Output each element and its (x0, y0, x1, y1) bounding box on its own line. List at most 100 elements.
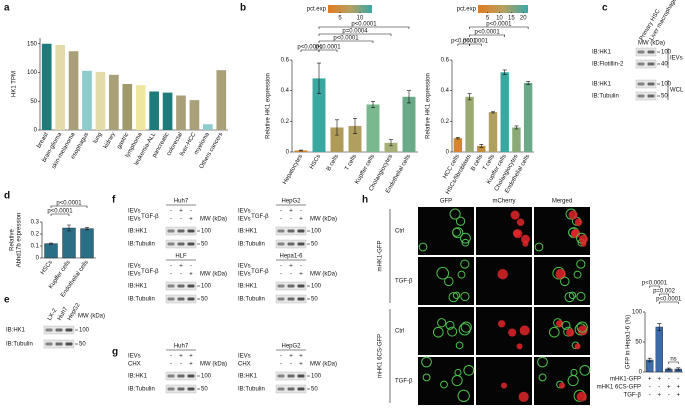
mw-label: 50 (201, 297, 208, 303)
y-axis-label: GFP in Hepa1-6 (%) (626, 315, 632, 369)
gfp-cell (537, 356, 548, 368)
blot-band (167, 284, 175, 288)
y-tick-label: 100 (27, 70, 38, 76)
y-axis-label: Relative HK1 expression (426, 73, 432, 139)
blot-band (277, 242, 285, 246)
condition-sign: - (170, 217, 172, 223)
condition-sign: - (290, 272, 292, 278)
blot-title: HepG2 (281, 344, 301, 350)
gfp-cell (444, 276, 454, 287)
row-label: IB:Tubulin (238, 387, 265, 393)
gfp-cell (437, 318, 447, 328)
blot-band (277, 387, 285, 391)
mcherry-cell (519, 325, 530, 336)
condition-sign: + (179, 209, 183, 215)
bar (68, 51, 79, 130)
mw-label: 100 (201, 229, 212, 235)
mw-label: 50 (311, 242, 318, 248)
mcherry-cell (508, 328, 517, 337)
blot-band (287, 374, 295, 378)
row-label: IB:HK1 (592, 82, 612, 88)
condition-sign: + (648, 377, 652, 383)
condition-label: IEVs (238, 272, 251, 278)
condition-label: TGF-β (624, 393, 642, 399)
bar (655, 326, 663, 373)
blot-band (637, 94, 645, 98)
condition-sign: + (179, 264, 183, 270)
bar (55, 44, 65, 130)
condition-label: IEVs (238, 354, 251, 360)
condition-label: CHX (238, 362, 251, 368)
legend-gradient (328, 5, 372, 13)
blot-title: Huh7 (174, 344, 189, 350)
mw-header: MW (kDa) (78, 314, 105, 320)
gfp-cell (451, 375, 463, 387)
panel-label: e (4, 295, 10, 306)
mcherry-cell (513, 229, 523, 239)
group-label: mHK1-GFP (378, 240, 384, 271)
blot-band (65, 342, 73, 346)
y-tick-label: 0 (286, 150, 290, 156)
error-bar (353, 117, 357, 134)
gfp-cell (452, 291, 461, 300)
blot-band (297, 297, 305, 301)
bar (453, 138, 463, 152)
mw-label: 50 (311, 387, 318, 393)
blot-band (167, 229, 175, 233)
mcherry-cell (566, 328, 575, 337)
x-tick-label: Hepatocytes (282, 154, 304, 186)
significance-bracket (469, 26, 529, 29)
error-bar (479, 144, 484, 148)
blot-band (167, 387, 175, 391)
mcherry-cell (576, 391, 587, 402)
bar (366, 104, 380, 152)
y-tick-label: 0.2 (281, 119, 290, 125)
mw-label: 100 (661, 82, 672, 88)
condition-sign: + (657, 377, 661, 383)
condition-label: IEVs (238, 217, 251, 223)
blot-band (647, 50, 655, 54)
condition-label: IEVs (238, 264, 251, 270)
gfp-cell (576, 259, 586, 269)
row-label: TGF-β (395, 379, 413, 385)
condition-label: mHK1-GFP (610, 377, 641, 383)
row-label: IB:Tubulin (238, 297, 265, 303)
condition-sign: - (280, 362, 282, 368)
row-label: Ctrl (395, 329, 404, 335)
gfp-cell (460, 232, 471, 244)
gfp-cell (455, 216, 466, 226)
mcherry-cell (571, 229, 581, 239)
blot-title: Huh7 (174, 199, 189, 205)
blot-band (287, 284, 295, 288)
row-label: IB:HK1 (128, 374, 148, 380)
group-label: IEVs (670, 56, 683, 62)
condition-sign: - (649, 385, 651, 391)
mcherry-cell (555, 268, 566, 280)
condition-label: IEVs (128, 264, 141, 270)
significance-label: p<0.0001 (463, 39, 489, 45)
condition-sign: + (676, 385, 680, 391)
panel-label: b (240, 3, 246, 14)
condition-sign: - (649, 393, 651, 399)
error-bar (317, 62, 321, 95)
column-header: GFP (440, 199, 452, 205)
bar (176, 95, 186, 130)
mw-label: 100 (311, 374, 322, 380)
blot-title: HLF (175, 254, 187, 260)
y-tick-label: 0.6 (441, 58, 450, 64)
blot-band (177, 387, 185, 391)
y-axis-label: Relative HK1 expression (266, 73, 272, 139)
gfp-cell (567, 375, 579, 387)
blot-strip (635, 91, 657, 101)
y-tick-label: 0.2 (441, 119, 450, 125)
gfp-cell (538, 373, 547, 382)
legend-title: pct.exp (457, 7, 477, 13)
gfp-cell (457, 270, 466, 279)
row-label: IB:HK1 (238, 374, 258, 380)
condition-label: IEVs (128, 272, 141, 278)
y-tick-label: 0.2 (31, 232, 40, 238)
bar (512, 127, 521, 152)
bar (162, 92, 173, 130)
gfp-cell (440, 380, 448, 389)
bar (122, 84, 133, 130)
